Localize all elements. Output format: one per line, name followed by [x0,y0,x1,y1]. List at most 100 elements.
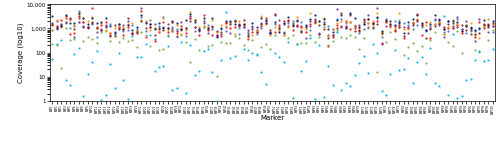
Case 10 [368,23,376,26]
Case 8 [84,19,92,22]
Case 7 [426,47,434,49]
Case 1 [186,17,194,19]
Case 8 [418,23,426,25]
Case 3 [213,75,221,77]
Case 8 [182,28,190,31]
Case 2 [186,17,194,20]
Case 7 [311,98,319,100]
Case 7 [253,54,261,56]
Case 1 [124,29,132,31]
Case 7 [244,59,252,61]
Case 4 [328,28,336,30]
Case 9 [52,27,60,29]
Case 8 [298,27,306,30]
Case 10 [386,23,394,26]
Case 3 [408,42,416,44]
Case 3 [351,36,359,38]
Case 3 [120,37,128,39]
Case 1 [426,24,434,27]
Case 4 [150,23,158,25]
Case 2 [150,39,158,42]
Case 3 [66,39,74,42]
Case 3 [226,42,234,44]
Case 2 [110,35,118,37]
Case 9 [306,18,314,20]
Case 10 [190,19,198,21]
Case 3 [404,46,412,49]
Case 1 [431,19,439,22]
Case 10 [110,24,118,26]
Case 10 [280,31,287,34]
Case 10 [80,26,88,28]
Case 2 [306,23,314,25]
Case 10 [342,26,350,28]
Case 3 [80,40,88,42]
Case 9 [173,22,181,24]
Case 1 [213,35,221,38]
Case 8 [338,20,345,22]
Case 4 [57,25,65,28]
Case 9 [413,14,421,16]
Case 1 [342,22,350,24]
Case 1 [244,31,252,33]
Case 4 [128,32,136,34]
Case 2 [213,34,221,36]
Case 7 [213,100,221,102]
Case 4 [368,27,376,30]
Case 1 [253,33,261,35]
Case 9 [106,25,114,27]
Case 9 [284,15,292,18]
Case 4 [80,24,88,27]
Case 8 [92,27,100,29]
Case 2 [293,24,301,27]
Case 10 [400,35,408,37]
Case 7 [106,63,114,66]
Case 7 [378,90,386,92]
Case 1 [373,17,381,19]
Case 2 [218,35,226,37]
Case 7 [368,43,376,45]
Case 7 [48,58,56,60]
Case 8 [458,30,466,32]
Case 4 [235,23,243,25]
Case 2 [182,32,190,34]
Case 1 [48,29,56,32]
Case 1 [400,22,408,24]
Case 8 [110,27,118,29]
Case 9 [190,21,198,23]
Case 4 [426,28,434,30]
Case 10 [137,20,145,22]
Case 9 [230,23,238,25]
Case 4 [346,21,354,24]
Case 10 [235,24,243,26]
Case 7 [160,65,168,67]
Case 4 [110,30,118,33]
Case 7 [173,87,181,89]
Case 9 [62,14,70,16]
Case 9 [386,20,394,22]
Case 1 [306,29,314,31]
Case 2 [173,32,181,34]
Case 2 [320,27,328,30]
Case 4 [226,32,234,34]
Case 8 [173,24,181,26]
Case 1 [324,25,332,28]
Case 8 [431,23,439,25]
Case 8 [293,16,301,18]
Case 1 [333,18,341,20]
Case 9 [351,17,359,19]
Case 8 [306,12,314,14]
Case 7 [275,56,283,58]
Case 1 [133,28,141,31]
Case 10 [315,24,323,26]
Case 9 [315,20,323,22]
Case 7 [364,72,372,74]
Case 1 [240,26,248,28]
Case 8 [195,26,203,29]
Case 4 [204,32,212,34]
Case 4 [484,31,492,33]
Case 4 [213,34,221,37]
Case 9 [333,19,341,21]
Case 2 [106,32,114,34]
Case 7 [155,66,163,68]
